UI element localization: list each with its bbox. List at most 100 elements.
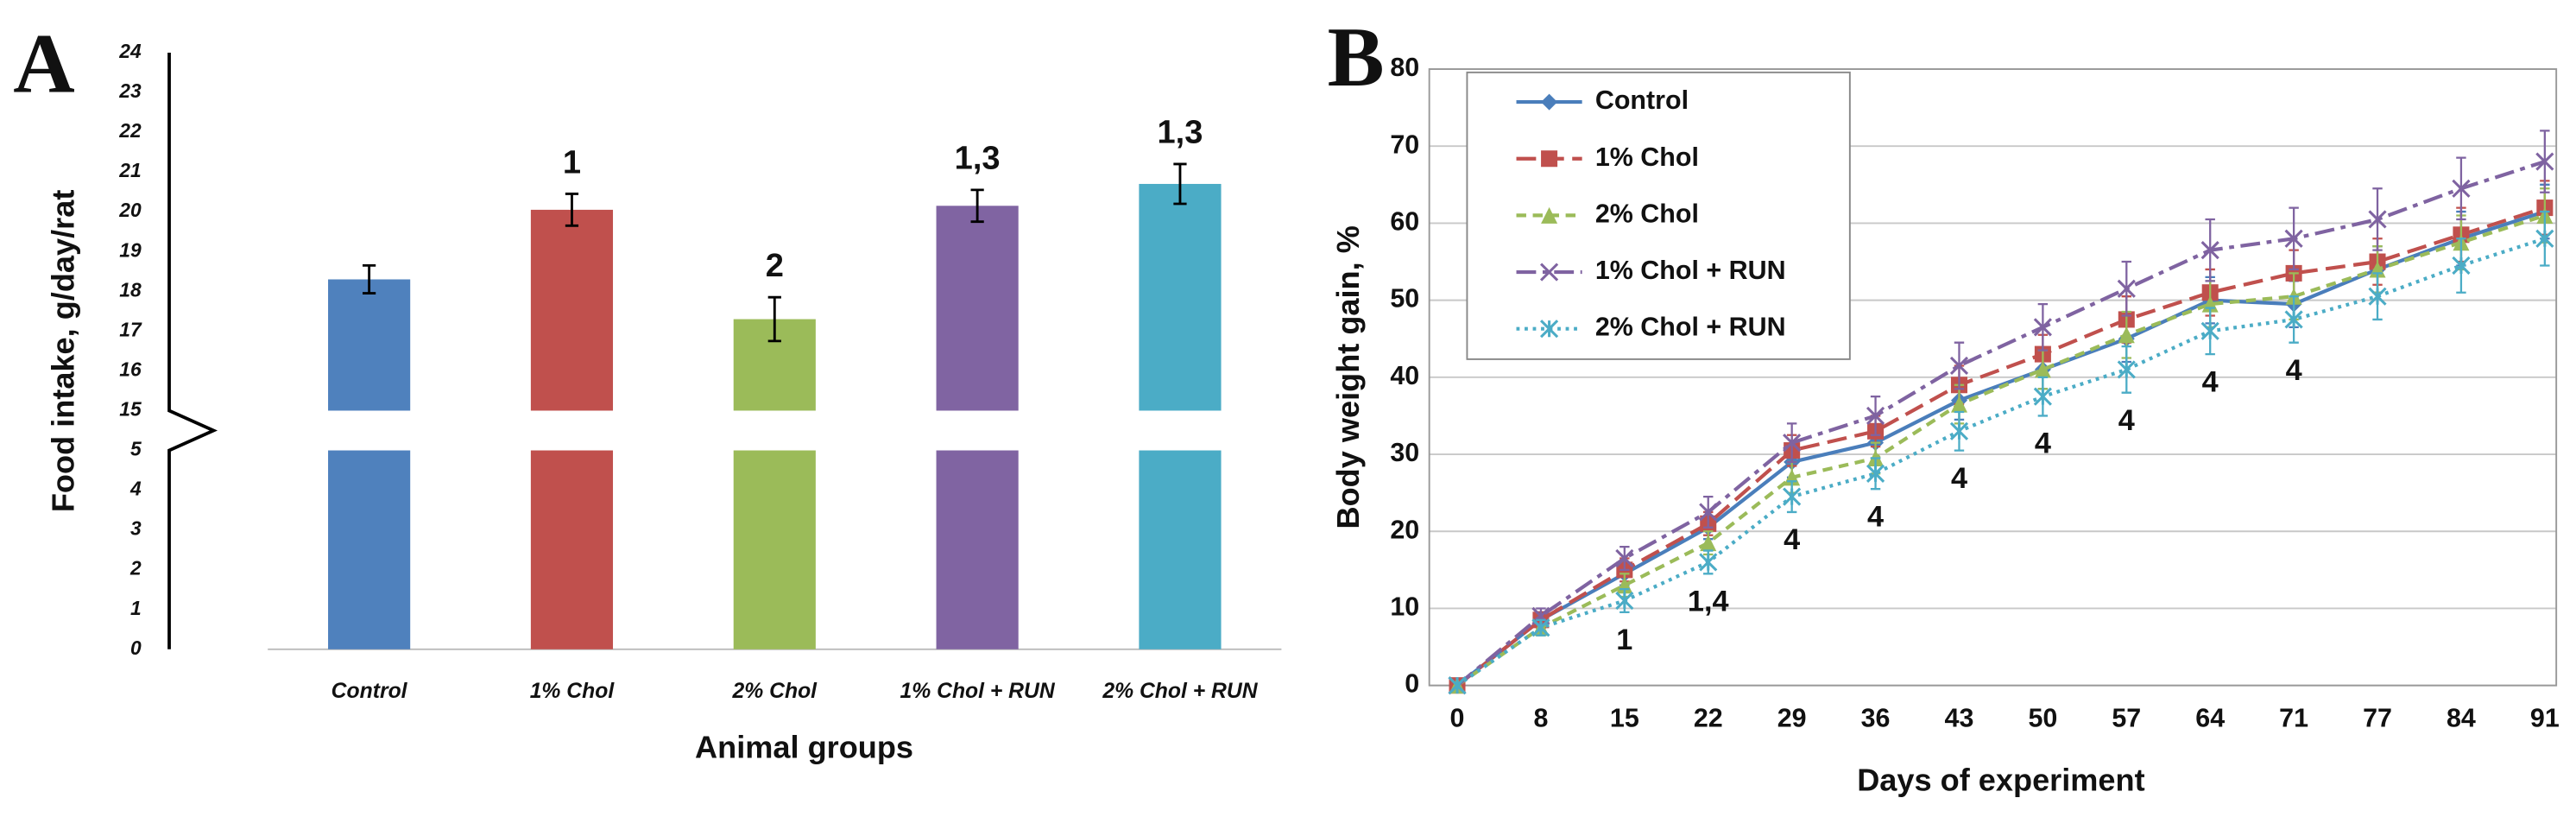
marker: [1866, 406, 1885, 426]
y-tick-label: 40: [1390, 361, 1419, 390]
marker: [1783, 434, 1802, 453]
marker: [2535, 229, 2554, 248]
marker: [1699, 553, 1718, 572]
annotation: 1,3: [955, 141, 1001, 177]
y-tick-label: 23: [118, 79, 142, 102]
bar: [328, 279, 411, 411]
y-tick-label: 5: [130, 438, 142, 460]
marker: [1615, 548, 1634, 568]
y-axis: [167, 52, 218, 649]
x-tick-label: 2% Chol: [732, 680, 818, 703]
series-line: [1455, 206, 2546, 687]
marker: [2452, 179, 2471, 198]
legend-marker: [1541, 150, 1558, 168]
bar: [530, 209, 614, 411]
marker: [1783, 487, 1802, 506]
x-tick-label: 22: [1694, 704, 1723, 733]
annotation: 4: [2286, 354, 2302, 387]
y-tick-label: 2: [129, 557, 142, 580]
legend-label: 1% Chol + RUN: [1595, 256, 1786, 285]
y-tick-label: 3: [130, 517, 142, 540]
marker: [1615, 591, 1634, 611]
y-tick-label: 21: [118, 159, 141, 181]
error-bar: [1173, 162, 1187, 206]
y-tick-label: 24: [118, 40, 142, 62]
x-tick-label: 29: [1777, 704, 1807, 733]
marker: [2284, 310, 2303, 329]
error-bar: [767, 295, 781, 343]
x-tick-label: 64: [2195, 704, 2225, 733]
marker: [2200, 241, 2219, 260]
marker: [1699, 503, 1718, 522]
x-tick-label: 8: [1533, 704, 1548, 733]
x-tick-label: 84: [2447, 704, 2476, 733]
marker: [1949, 356, 1969, 376]
x-tick-label: 71: [2279, 704, 2308, 733]
marker: [1448, 676, 1467, 695]
y-tick-label: 30: [1390, 438, 1419, 467]
marker: [2118, 326, 2135, 344]
annotation: 4: [2035, 428, 2051, 460]
annotation: 4: [1867, 500, 1884, 533]
bar-lower: [1139, 450, 1222, 649]
marker: [1700, 535, 1717, 552]
bar-lower: [733, 450, 816, 649]
y-tick-label: 18: [119, 278, 142, 301]
series-line: [1455, 213, 2546, 687]
marker: [2033, 318, 2052, 337]
marker: [2368, 287, 2387, 306]
annotation: 4: [1951, 462, 1967, 495]
y-tick-label: 70: [1390, 130, 1419, 159]
marker: [1949, 421, 1969, 440]
y-tick-label: 19: [119, 238, 142, 261]
y-axis-title: Food intake, g/day/rat: [46, 190, 81, 513]
marker: [2452, 256, 2471, 276]
error-bar: [970, 188, 984, 224]
y-tick-label: 15: [119, 398, 142, 421]
series-line: [1455, 160, 2546, 687]
bar-lower: [328, 450, 411, 649]
x-axis-title: Animal groups: [695, 729, 913, 764]
legend-marker: [1541, 206, 1558, 224]
x-tick-label: 57: [2112, 704, 2141, 733]
y-tick-label: 16: [119, 358, 142, 380]
y-tick-label: 22: [118, 119, 142, 142]
marker: [2284, 229, 2303, 248]
y-tick-label: 10: [1390, 592, 1419, 622]
legend: Control 1% Chol 2% Chol 1% Chol + RUN 2% Cho…: [1466, 71, 1851, 360]
annotation: 4: [2202, 365, 2219, 398]
marker: [1531, 618, 1550, 637]
legend-label: 1% Chol: [1595, 142, 1699, 172]
x-axis-title: Days of experiment: [1857, 762, 2144, 797]
x-tick-label: 43: [1945, 704, 1974, 733]
legend-marker: [1541, 93, 1558, 111]
y-axis-title: Body weight gain, %: [1330, 225, 1366, 529]
legend-label: 2% Chol: [1595, 199, 1699, 228]
annotation: 2: [766, 248, 784, 284]
legend-marker: [1539, 263, 1559, 282]
plot-frame: [1428, 68, 2558, 687]
y-tick-label: 4: [129, 478, 142, 500]
legend-label: Control: [1595, 86, 1689, 115]
marker: [2034, 361, 2051, 378]
panel-label: B: [1328, 10, 1385, 104]
x-tick-label: 15: [1610, 704, 1639, 733]
bar-lower: [936, 450, 1019, 649]
annotation: 1: [1616, 624, 1632, 656]
annotation: 1,4: [1688, 586, 1729, 618]
legend-marker: [1539, 320, 1559, 339]
bar-lower: [530, 450, 614, 649]
panel-label: A: [13, 17, 74, 111]
annotation: 4: [1784, 523, 1800, 556]
x-tick-label: 2% Chol + RUN: [1102, 680, 1258, 703]
y-tick-label: 80: [1390, 53, 1419, 82]
y-tick-label: 20: [1390, 515, 1419, 544]
marker: [2117, 360, 2136, 379]
legend-label: 2% Chol + RUN: [1595, 313, 1786, 342]
marker: [1866, 464, 1885, 483]
x-tick-label: 1% Chol: [530, 680, 616, 703]
y-tick-label: 60: [1390, 206, 1419, 236]
